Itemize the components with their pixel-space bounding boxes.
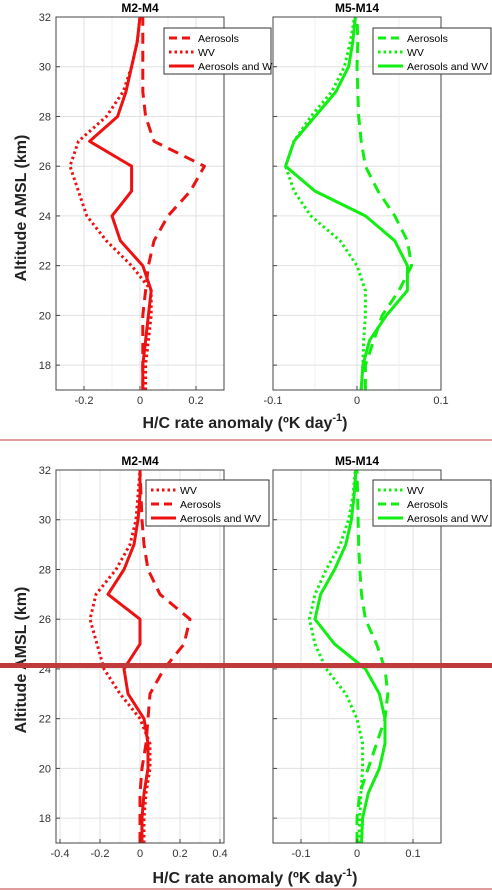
y-tick-label: 32 <box>39 465 51 477</box>
series-line-wv <box>284 16 367 391</box>
x-tick-label: 0 <box>354 848 360 860</box>
x-tick-label: 0.4 <box>212 848 227 860</box>
legend-label: WV <box>407 485 424 497</box>
series-line-wv <box>68 16 153 390</box>
series-line-aerosols-and-wv <box>313 469 387 844</box>
y-tick-label: 28 <box>39 564 51 576</box>
legend-label: Aerosols <box>407 33 448 45</box>
series-line-aerosols <box>138 469 192 843</box>
legend-label: Aerosols and WV <box>407 513 488 525</box>
panels-layer: -0.2 0 0.2 18 20 22 24 26 28 30 32 M2-M4 Aerosols WV A… <box>39 1 492 860</box>
y-tick-label: 28 <box>39 111 51 123</box>
y-tick-label: 20 <box>39 310 51 322</box>
y-tick-label: 30 <box>39 515 51 527</box>
x-tick-label: 0 <box>137 395 143 407</box>
x-tick-label: 0.1 <box>433 395 448 407</box>
y-tick-label: 26 <box>39 614 51 626</box>
bottom-x-axis-label-end: ) <box>352 870 357 887</box>
legend-label: Aerosols and WV <box>407 61 488 73</box>
x-tick-label: 0.2 <box>188 395 203 407</box>
bottom-x-axis-label: H/C rate anomaly (ºK day-1) <box>152 867 357 887</box>
x-tick-label: -0.2 <box>75 395 94 407</box>
x-tick-label: 0.2 <box>172 848 187 860</box>
top-y-axis-label: Altitude AMSL (km) <box>13 135 30 282</box>
y-tick-label: 22 <box>39 714 51 726</box>
legend-label: Aerosols and WV <box>180 513 261 525</box>
legend-label: WV <box>407 47 424 59</box>
panel-title: M2-M4 <box>121 1 159 15</box>
y-tick-label: 20 <box>39 763 51 775</box>
x-tick-label: 0.1 <box>405 848 420 860</box>
series-line-wv <box>88 469 152 843</box>
series-line-aerosols-and-wv <box>88 16 153 390</box>
legend-label: WV <box>180 485 197 497</box>
y-tick-label: 22 <box>39 261 51 273</box>
top-x-axis-label-sup: -1 <box>332 412 342 424</box>
y-tick-label: 26 <box>39 161 51 173</box>
x-tick-label: 0 <box>137 848 143 860</box>
legend-label: Aerosols <box>198 33 239 45</box>
series-line-aerosols-and-wv <box>284 16 409 391</box>
x-tick-label: -0.1 <box>292 848 311 860</box>
panel-title: M5-M14 <box>335 454 379 468</box>
x-tick-label: -0.4 <box>51 848 70 860</box>
legend-label: Aerosols <box>180 499 221 511</box>
panel-3: -0.4 -0.2 0 0.2 0.41820222426283032M2-M4WVAe… <box>39 454 270 860</box>
panel-title: M2-M4 <box>121 454 159 468</box>
legend-label: Aerosols <box>407 499 448 511</box>
y-tick-label: 30 <box>39 62 51 74</box>
legend-label: Aerosols and WV <box>198 61 279 73</box>
x-tick-label: -0.1 <box>264 395 283 407</box>
series-line-aerosols <box>141 17 206 390</box>
x-tick-label: 0 <box>354 395 360 407</box>
series-line-wv <box>307 469 365 844</box>
top-x-axis-label-end: ) <box>342 415 347 432</box>
y-tick-label: 32 <box>39 12 51 24</box>
bottom-y-axis-label: Altitude AMSL (km) <box>13 587 30 734</box>
y-tick-label: 24 <box>39 211 51 223</box>
top-x-axis-label-main: H/C rate anomaly (ºK day <box>142 415 332 432</box>
panel-title: M5-M14 <box>335 1 379 15</box>
panel-4: -0.1 0 0.1 M5-M14 WV Aerosols Aerosols and WV <box>272 454 492 860</box>
panel-2: -0.1 0 0.1 M5-M14 Aerosols WV Aerosols and WV <box>264 1 492 407</box>
highlight-band <box>0 663 492 668</box>
y-tick-label: 18 <box>39 813 51 825</box>
bottom-x-axis-label-main: H/C rate anomaly (ºK day <box>152 870 342 887</box>
x-tick-label: -0.2 <box>91 848 110 860</box>
panel-1: -0.2 0 0.2 18 20 22 24 26 28 30 32 M2-M4 Aerosols WV A… <box>39 1 279 407</box>
legend-label: WV <box>198 47 215 59</box>
y-tick-label: 18 <box>39 360 51 372</box>
series-line-aerosols-and-wv <box>106 470 150 843</box>
series-line-aerosols <box>355 469 390 843</box>
bottom-x-axis-label-sup: -1 <box>342 867 352 879</box>
top-x-axis-label: H/C rate anomaly (ºK day-1) <box>142 412 347 432</box>
